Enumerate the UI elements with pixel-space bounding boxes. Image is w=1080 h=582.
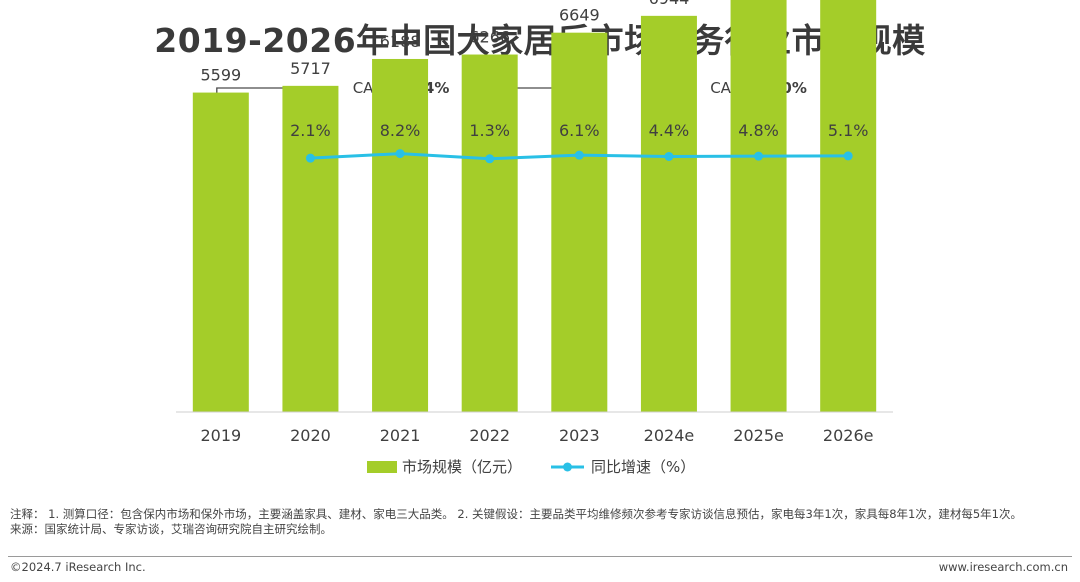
footnotes: 注释： 1. 测算口径：包含保内市场和保外市场，主要涵盖家具、建材、家电三大品类… bbox=[10, 507, 1072, 537]
x-tick-label: 2023 bbox=[559, 426, 600, 445]
bar-value-label: 6649 bbox=[559, 6, 600, 25]
legend-line-marker bbox=[563, 462, 572, 472]
growth-value-label: 1.3% bbox=[469, 121, 510, 140]
legend-bar-label: 市场规模（亿元） bbox=[402, 458, 522, 476]
bar-value-label: 6188 bbox=[380, 32, 421, 51]
chart-title: 2019-2026年中国大家居后市场服务行业市场规模 bbox=[154, 21, 926, 60]
x-tick-label: 2022 bbox=[469, 426, 510, 445]
bar-2020 bbox=[282, 85, 339, 412]
footnote-note: 注释： 1. 测算口径：包含保内市场和保外市场，主要涵盖家具、建材、家电三大品类… bbox=[10, 507, 1022, 521]
growth-value-label: 2.1% bbox=[290, 121, 331, 140]
footer-divider bbox=[8, 556, 1072, 557]
bar-2021 bbox=[372, 58, 429, 412]
growth-point-2020 bbox=[305, 153, 315, 163]
bar-value-label: 5717 bbox=[290, 59, 331, 78]
legend-line-label: 同比增速（%） bbox=[591, 458, 695, 476]
bar-value-label: 5599 bbox=[200, 66, 241, 85]
x-tick-label: 2020 bbox=[290, 426, 331, 445]
growth-point-2026e bbox=[843, 151, 853, 161]
growth-point-2022 bbox=[485, 154, 495, 164]
copyright: ©2024.7 iResearch Inc. bbox=[10, 560, 146, 574]
x-tick-label: 2025e bbox=[733, 426, 784, 445]
growth-value-label: 4.4% bbox=[649, 121, 690, 140]
chart-area: CAGR=4.4%CAGR=5.0% 559957176188626666496… bbox=[176, 0, 893, 476]
growth-value-label: 4.8% bbox=[738, 121, 779, 140]
x-tick-label: 2024e bbox=[644, 426, 695, 445]
footnote-source: 来源：国家统计局、专家访谈，艾瑞咨询研究院自主研究绘制。 bbox=[10, 522, 332, 536]
growth-value-label: 8.2% bbox=[380, 121, 421, 140]
growth-point-2023 bbox=[574, 150, 584, 160]
x-tick-label: 2026e bbox=[823, 426, 874, 445]
growth-value-label: 6.1% bbox=[559, 121, 600, 140]
growth-point-2021 bbox=[395, 149, 405, 159]
growth-point-2025e bbox=[754, 151, 764, 161]
bar-2026e bbox=[820, 0, 877, 413]
bar-series: 55995717618862666649694472787649 bbox=[192, 0, 877, 413]
x-tick-label: 2021 bbox=[380, 426, 421, 445]
growth-line-series: 2.1% 8.2% 1.3% 6.1% 4.4% 4.8% 5.1% bbox=[290, 121, 869, 164]
bar-value-label: 6944 bbox=[649, 0, 690, 8]
bar-2024e bbox=[640, 15, 697, 413]
growth-point-2024e bbox=[664, 151, 674, 161]
legend-bar-swatch bbox=[367, 461, 397, 473]
bar-2025e bbox=[730, 0, 787, 412]
bar-value-label: 6266 bbox=[469, 28, 510, 47]
x-axis-ticks: 2019 2020 2021 2022 2023 2024e 2025e 2026e bbox=[200, 426, 873, 445]
website: www.iresearch.com.cn bbox=[938, 560, 1068, 574]
growth-value-label: 5.1% bbox=[828, 121, 869, 140]
bar-2022 bbox=[461, 54, 518, 413]
bar-2023 bbox=[551, 32, 608, 412]
legend: 市场规模（亿元） 同比增速（%） bbox=[367, 458, 695, 476]
bar-2019 bbox=[192, 92, 249, 412]
x-tick-label: 2019 bbox=[200, 426, 241, 445]
